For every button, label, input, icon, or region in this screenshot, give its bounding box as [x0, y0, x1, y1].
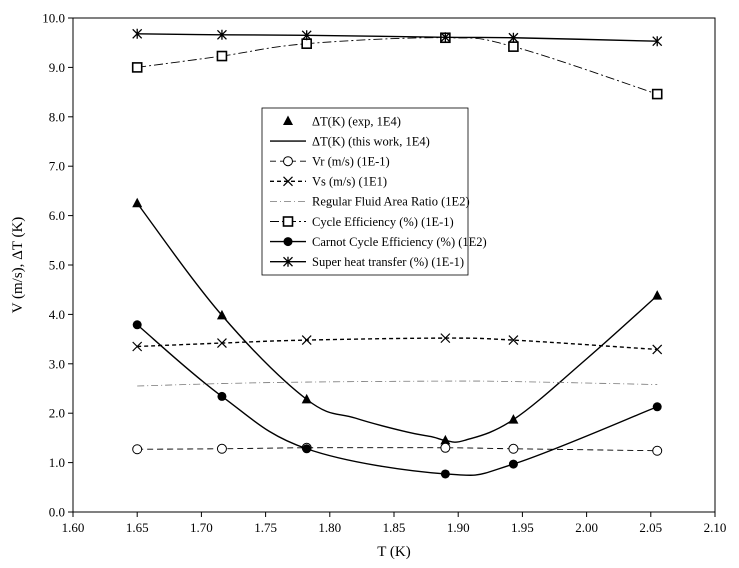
legend-entry: ΔT(K) (exp, 1E4) — [283, 114, 401, 128]
legend-label: Vs (m/s) (1E1) — [312, 175, 387, 189]
data-point — [508, 459, 518, 469]
y-tick-label: 4.0 — [49, 307, 65, 322]
y-tick-label: 0.0 — [49, 505, 65, 520]
data-point — [217, 391, 227, 401]
series-line — [137, 447, 658, 452]
y-tick-label: 5.0 — [49, 258, 65, 273]
data-point — [508, 335, 519, 346]
series-7 — [132, 28, 663, 47]
y-tick-label: 8.0 — [49, 109, 65, 124]
series-line — [136, 202, 658, 443]
data-point — [508, 41, 519, 52]
data-point — [283, 115, 293, 125]
series-3 — [132, 333, 663, 355]
data-point — [508, 443, 519, 454]
series-4 — [137, 380, 658, 387]
x-tick-label: 1.75 — [254, 520, 277, 535]
x-tick-label: 1.80 — [318, 520, 341, 535]
data-point — [652, 36, 663, 47]
legend-entry: Cycle Efficiency (%) (1E-1) — [270, 215, 454, 229]
y-tick-label: 10.0 — [42, 11, 65, 26]
series-1 — [136, 202, 658, 443]
data-point — [440, 469, 450, 479]
data-point — [131, 62, 143, 73]
data-point — [508, 32, 519, 43]
x-tick-label: 1.60 — [62, 520, 85, 535]
legend-label: Super heat transfer (%) (1E-1) — [312, 255, 464, 269]
data-point — [283, 256, 293, 267]
legend-label: Cycle Efficiency (%) (1E-1) — [312, 215, 454, 229]
legend-entry: ΔT(K) (this work, 1E4) — [270, 134, 430, 148]
data-point — [132, 320, 142, 330]
x-tick-label: 2.10 — [704, 520, 727, 535]
x-tick-label: 1.65 — [126, 520, 149, 535]
legend-label: ΔT(K) (exp, 1E4) — [312, 114, 401, 128]
legend-label: ΔT(K) (this work, 1E4) — [312, 134, 430, 148]
data-point — [132, 444, 143, 455]
data-point — [216, 50, 228, 62]
y-tick-label: 2.0 — [49, 406, 65, 421]
series-6 — [132, 320, 662, 479]
y-tick-label: 9.0 — [49, 60, 65, 75]
y-axis-title: V (m/s), ΔT (K) — [10, 217, 26, 314]
x-tick-label: 1.70 — [190, 520, 213, 535]
data-point — [440, 32, 451, 43]
data-point — [652, 344, 663, 355]
legend-label: Regular Fluid Area Ratio (1E2) — [312, 195, 470, 209]
data-point — [301, 38, 312, 49]
series-line — [137, 33, 658, 42]
data-point — [216, 443, 227, 454]
x-tick-label: 1.95 — [511, 520, 534, 535]
x-tick-label: 1.85 — [383, 520, 406, 535]
legend-entry: Super heat transfer (%) (1E-1) — [270, 255, 464, 269]
x-tick-label: 2.00 — [575, 520, 598, 535]
y-tick-label: 1.0 — [49, 455, 65, 470]
data-point — [440, 333, 451, 344]
legend-entry: Vr (m/s) (1E-1) — [270, 155, 390, 169]
y-tick-label: 7.0 — [49, 159, 65, 174]
legend-entry: Carnot Cycle Efficiency (%) (1E2) — [270, 235, 487, 249]
data-point — [216, 29, 227, 40]
plot-series — [131, 28, 663, 479]
data-point — [301, 30, 312, 41]
axes: 1.60 1.65 1.70 1.75 1.80 1.85 1.90 1.95 2.00 2.05… — [42, 11, 726, 536]
series-line — [137, 337, 658, 351]
legend-box — [261, 107, 469, 276]
y-tick-label: 3.0 — [49, 356, 65, 371]
data-point — [283, 176, 293, 187]
data-point — [651, 88, 663, 100]
x-tick-label: 2.05 — [639, 520, 662, 535]
series-line — [136, 324, 658, 477]
data-point — [217, 338, 227, 348]
data-point — [652, 445, 663, 456]
series-2 — [132, 442, 663, 456]
series-line — [137, 37, 658, 95]
x-tick-label: 1.90 — [447, 520, 470, 535]
legend-label: Vr (m/s) (1E-1) — [312, 155, 390, 169]
data-point — [302, 444, 312, 454]
legend-entry: Regular Fluid Area Ratio (1E2) — [270, 195, 470, 209]
data-point — [283, 156, 293, 167]
data-point — [132, 197, 143, 208]
legend-entry: Vs (m/s) (1E1) — [270, 175, 387, 189]
legend: ΔT(K) (exp, 1E4) ΔT(K) (this work, 1E4) Vr… — [261, 107, 487, 276]
series-5 — [131, 32, 663, 100]
x-axis-title: T (K) — [377, 544, 410, 560]
data-point — [440, 442, 451, 453]
legend-label: Carnot Cycle Efficiency (%) (1E2) — [312, 235, 487, 249]
series-line — [137, 380, 658, 387]
y-tick-label: 6.0 — [49, 208, 65, 223]
data-point — [301, 335, 312, 346]
data-point — [132, 341, 143, 352]
data-point — [282, 216, 294, 227]
data-point — [283, 237, 293, 247]
data-point — [652, 402, 662, 412]
data-point — [132, 28, 143, 39]
data-point — [440, 434, 451, 445]
